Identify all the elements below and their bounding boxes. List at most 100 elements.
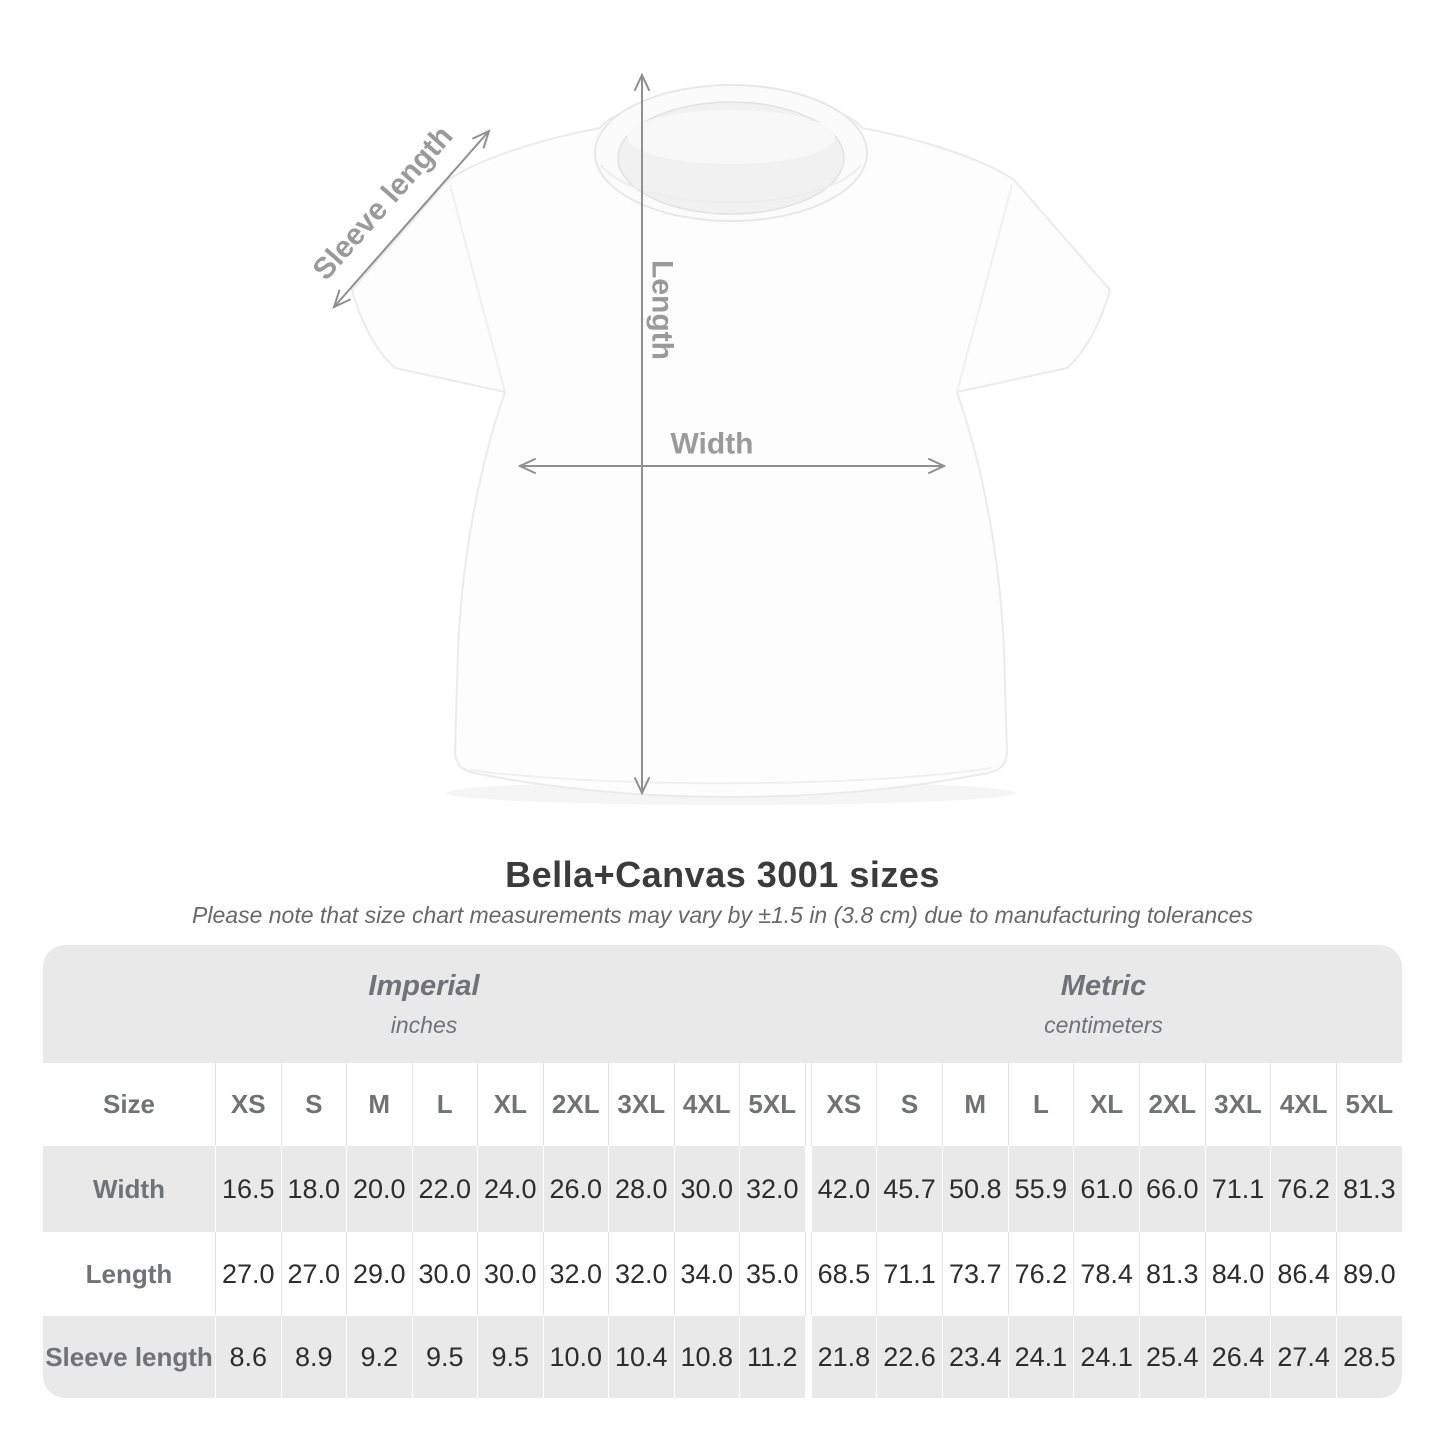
metric-header: Metric centimeters	[805, 945, 1402, 1063]
imperial-label: Imperial	[368, 969, 480, 1002]
metric-label: Metric	[1060, 969, 1147, 1002]
sleeve-metric-xs: 21.8	[810, 1316, 877, 1398]
width-metric-s: 45.7	[876, 1146, 942, 1232]
sleeve-imperial-s: 8.9	[280, 1316, 347, 1398]
size-header-metric-xs: XS	[810, 1063, 877, 1146]
width-imperial-s: 18.0	[280, 1146, 347, 1232]
width-imperial-xl: 24.0	[477, 1146, 543, 1232]
table-row-width: Width 16.5 18.0 20.0 22.0 24.0 26.0 28.0…	[43, 1146, 1402, 1232]
size-header-imperial-xl: XL	[477, 1063, 543, 1146]
page-title: Bella+Canvas 3001 sizes	[505, 854, 940, 895]
group-divider	[804, 1316, 811, 1398]
width-imperial-l: 22.0	[411, 1146, 478, 1232]
group-divider	[804, 1063, 811, 1146]
length-imperial-2xl: 32.0	[542, 1232, 609, 1316]
row-label-sleeve-length: Sleeve length	[45, 1341, 213, 1372]
length-metric-5xl: 89.0	[1336, 1232, 1402, 1316]
group-divider	[804, 1146, 811, 1232]
width-imperial-4xl: 30.0	[673, 1146, 740, 1232]
size-header-metric-5xl: 5XL	[1336, 1063, 1402, 1146]
size-header-metric-4xl: 4XL	[1270, 1063, 1336, 1146]
metric-sublabel: centimeters	[1044, 1011, 1163, 1038]
size-header-imperial-l: L	[411, 1063, 478, 1146]
length-imperial-m: 29.0	[346, 1232, 412, 1316]
size-header-imperial-3xl: 3XL	[608, 1063, 674, 1146]
width-arrow	[517, 458, 947, 474]
sleeve-imperial-xl: 9.5	[477, 1316, 543, 1398]
group-divider	[804, 1232, 811, 1316]
size-header-metric-m: M	[941, 1063, 1008, 1146]
width-metric-5xl: 81.3	[1336, 1146, 1402, 1232]
length-imperial-3xl: 32.0	[608, 1232, 674, 1316]
length-imperial-xs: 27.0	[215, 1232, 281, 1316]
sleeve-imperial-l: 9.5	[411, 1316, 478, 1398]
width-metric-l: 55.9	[1007, 1146, 1074, 1232]
sleeve-imperial-m: 9.2	[346, 1316, 412, 1398]
sleeve-metric-l: 24.1	[1007, 1316, 1074, 1398]
length-metric-3xl: 84.0	[1204, 1232, 1271, 1316]
length-label: Length	[646, 260, 679, 360]
width-imperial-2xl: 26.0	[542, 1146, 609, 1232]
length-metric-m: 73.7	[941, 1232, 1008, 1316]
table-row-sleeve-length: Sleeve length 8.6 8.9 9.2 9.5 9.5 10.0 1…	[43, 1316, 1402, 1398]
width-imperial-xs: 16.5	[215, 1146, 281, 1232]
imperial-sublabel: inches	[390, 1011, 458, 1038]
width-metric-xs: 42.0	[810, 1146, 877, 1232]
sleeve-length-arrow	[332, 129, 491, 309]
width-metric-2xl: 66.0	[1138, 1146, 1205, 1232]
size-table: Imperial inches Metric centimeters Size …	[43, 945, 1402, 1398]
width-metric-xl: 61.0	[1073, 1146, 1139, 1232]
sleeve-metric-3xl: 26.4	[1204, 1316, 1271, 1398]
width-metric-4xl: 76.2	[1270, 1146, 1336, 1232]
sleeve-metric-m: 23.4	[941, 1316, 1008, 1398]
length-metric-4xl: 86.4	[1270, 1232, 1336, 1316]
size-header-imperial-s: S	[280, 1063, 347, 1146]
size-header-metric-3xl: 3XL	[1204, 1063, 1271, 1146]
sleeve-metric-4xl: 27.4	[1270, 1316, 1336, 1398]
width-imperial-3xl: 28.0	[608, 1146, 674, 1232]
table-row-length: Length 27.0 27.0 29.0 30.0 30.0 32.0 32.…	[43, 1232, 1402, 1316]
length-metric-l: 76.2	[1007, 1232, 1074, 1316]
length-metric-s: 71.1	[876, 1232, 942, 1316]
length-arrow	[634, 72, 650, 796]
imperial-header: Imperial inches	[43, 945, 805, 1063]
length-metric-xs: 68.5	[810, 1232, 877, 1316]
sleeve-imperial-5xl: 11.2	[739, 1316, 805, 1398]
length-imperial-s: 27.0	[280, 1232, 347, 1316]
tolerance-note: Please note that size chart measurements…	[192, 902, 1253, 928]
length-metric-xl: 78.4	[1073, 1232, 1139, 1316]
size-column-header: Size	[102, 1089, 156, 1119]
size-header-metric-2xl: 2XL	[1138, 1063, 1205, 1146]
width-label: Width	[670, 428, 753, 461]
sleeve-imperial-2xl: 10.0	[542, 1316, 609, 1398]
sleeve-imperial-3xl: 10.4	[608, 1316, 674, 1398]
size-header-imperial-m: M	[346, 1063, 412, 1146]
size-header-imperial-xs: XS	[215, 1063, 281, 1146]
row-label-length: Length	[85, 1258, 173, 1289]
size-header-imperial-2xl: 2XL	[542, 1063, 609, 1146]
unit-header-row: Imperial inches Metric centimeters	[43, 945, 1402, 1063]
tshirt-measurement-diagram: Width Length Sleeve length	[306, 72, 1111, 798]
size-header-row: Size XS S M L XL 2XL 3XL 4XL 5XL XS S M …	[43, 1063, 1402, 1146]
width-imperial-5xl: 32.0	[739, 1146, 805, 1232]
size-header-metric-s: S	[876, 1063, 942, 1146]
length-imperial-5xl: 35.0	[739, 1232, 805, 1316]
sleeve-metric-2xl: 25.4	[1138, 1316, 1205, 1398]
length-imperial-xl: 30.0	[477, 1232, 543, 1316]
sleeve-metric-s: 22.6	[876, 1316, 942, 1398]
length-metric-2xl: 81.3	[1138, 1232, 1205, 1316]
width-metric-3xl: 71.1	[1204, 1146, 1271, 1232]
width-imperial-m: 20.0	[346, 1146, 412, 1232]
tshirt-illustration	[351, 84, 1111, 798]
size-header-metric-xl: XL	[1073, 1063, 1139, 1146]
sleeve-metric-5xl: 28.5	[1336, 1316, 1402, 1398]
width-metric-m: 50.8	[941, 1146, 1008, 1232]
sleeve-imperial-xs: 8.6	[215, 1316, 281, 1398]
size-header-imperial-5xl: 5XL	[739, 1063, 805, 1146]
length-imperial-4xl: 34.0	[673, 1232, 740, 1316]
row-label-width: Width	[93, 1173, 165, 1204]
length-imperial-l: 30.0	[411, 1232, 478, 1316]
size-header-metric-l: L	[1007, 1063, 1074, 1146]
sleeve-metric-xl: 24.1	[1073, 1316, 1139, 1398]
